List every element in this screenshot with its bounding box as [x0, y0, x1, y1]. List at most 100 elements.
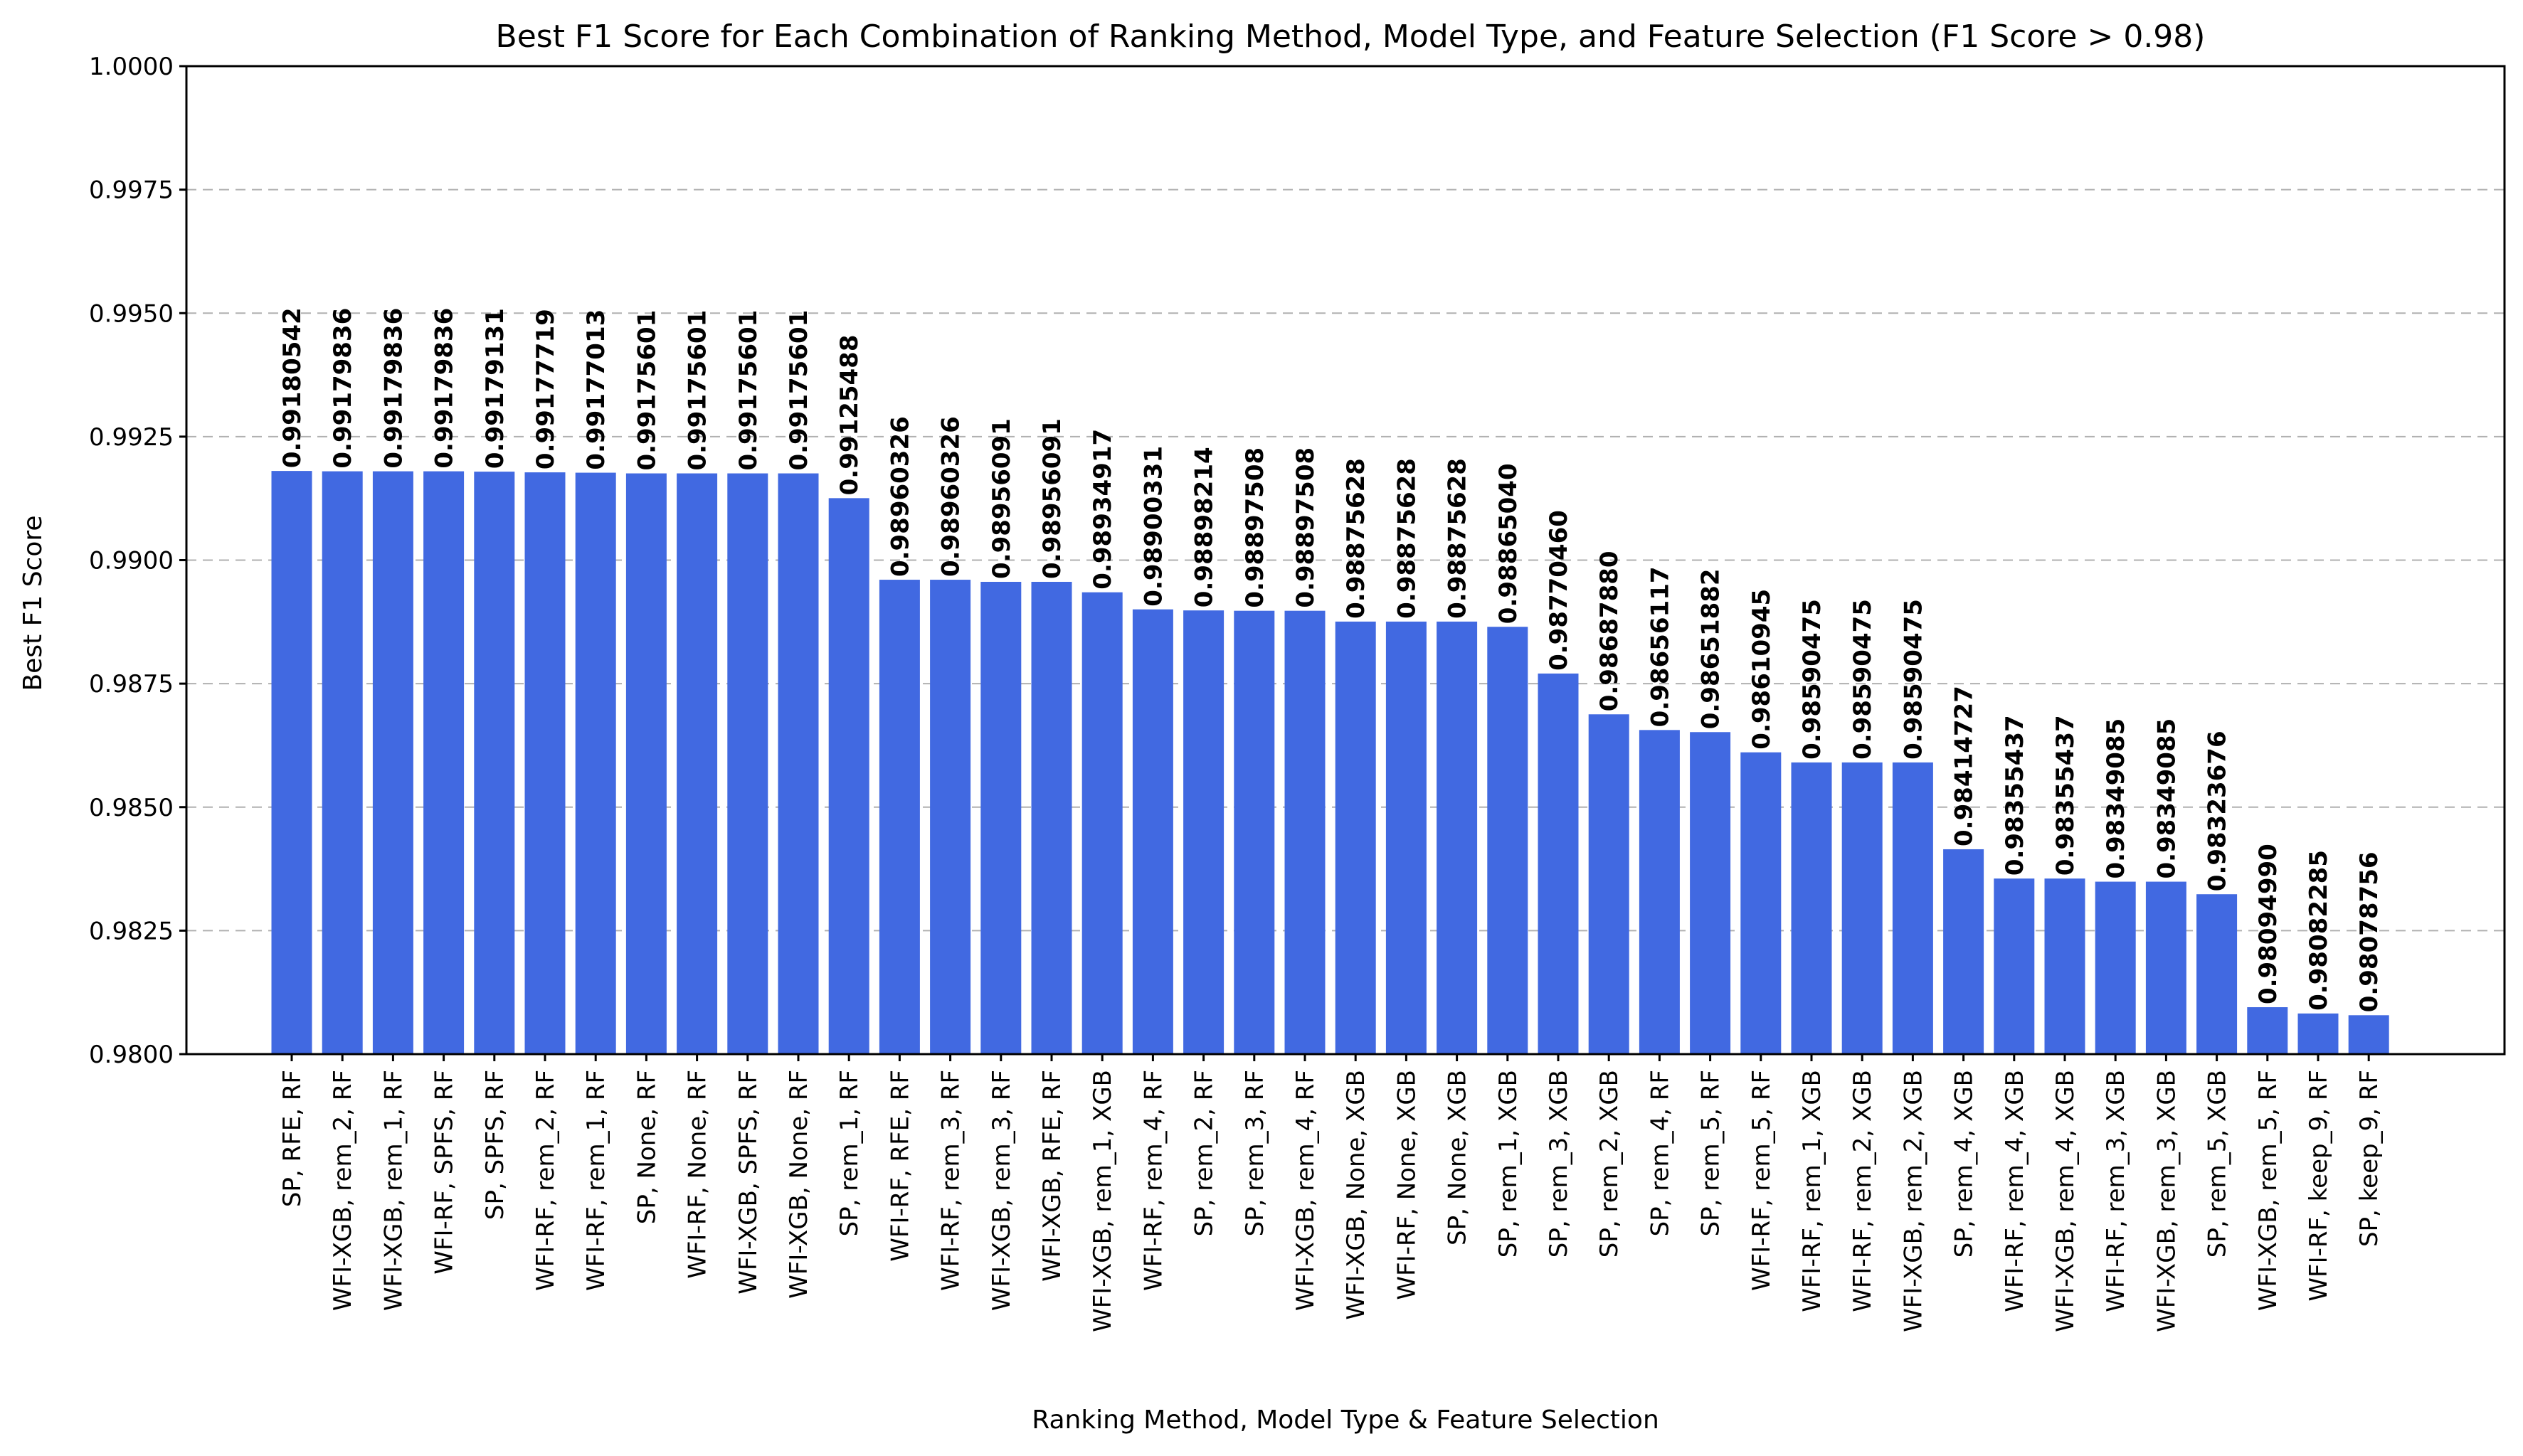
bar [2247, 1007, 2288, 1054]
x-tick-label: WFI-XGB, None, XGB [1342, 1070, 1370, 1320]
bar [1994, 878, 2035, 1054]
data-label: 0.98875628 [1444, 458, 1472, 619]
x-tick-label: SP, None, XGB [1444, 1070, 1472, 1245]
chart-title: Best F1 Score for Each Combination of Ra… [496, 18, 2206, 55]
bar [1892, 762, 1933, 1054]
bar [1183, 610, 1225, 1054]
data-label: 0.99125488 [835, 335, 864, 496]
data-label: 0.98956091 [1038, 418, 1067, 579]
data-label: 0.99177719 [531, 309, 560, 469]
x-tick-label: WFI-XGB, RFE, RF [1038, 1070, 1067, 1282]
x-tick-label: WFI-RF, RFE, RF [886, 1070, 914, 1262]
bar [474, 472, 515, 1054]
bar [1487, 627, 1528, 1054]
bar [2044, 878, 2085, 1054]
x-tick-label: WFI-RF, SPFS, RF [430, 1070, 459, 1275]
data-label: 0.98934917 [1089, 429, 1117, 590]
bar [1943, 849, 1984, 1054]
data-label: 0.98875628 [1342, 458, 1370, 619]
bar [271, 471, 312, 1054]
x-axis-label: Ranking Method, Model Type & Feature Sel… [1032, 1405, 1659, 1435]
bar [575, 472, 616, 1054]
x-tick-label: WFI-RF, rem_2, XGB [1848, 1070, 1877, 1312]
x-tick-label: SP, rem_5, XGB [2204, 1070, 2232, 1258]
data-label: 0.98355437 [2051, 715, 2080, 876]
y-tick-label: 0.9925 [89, 423, 174, 452]
data-label: 0.98656117 [1646, 566, 1674, 727]
x-tick-label: SP, rem_2, XGB [1595, 1070, 1624, 1258]
data-label: 0.98323676 [2204, 730, 2232, 891]
data-label: 0.99177013 [582, 309, 610, 470]
bar [1081, 592, 1123, 1054]
data-label: 0.98687880 [1595, 551, 1624, 711]
x-tick-label: SP, rem_3, XGB [1545, 1070, 1573, 1258]
bar [1385, 621, 1427, 1054]
x-tick-label: WFI-RF, rem_3, RF [937, 1070, 966, 1291]
bar [2297, 1013, 2339, 1054]
x-tick-label: WFI-RF, None, RF [684, 1070, 712, 1279]
bar [677, 473, 718, 1054]
data-label: 0.98590475 [1848, 599, 1877, 760]
x-tick-label: WFI-XGB, None, RF [785, 1070, 813, 1299]
data-label: 0.98355437 [2001, 715, 2029, 876]
bar [2196, 894, 2238, 1054]
y-tick-label: 0.9875 [89, 670, 174, 698]
data-label: 0.98078756 [2355, 851, 2384, 1012]
data-label: 0.98590475 [1899, 599, 1927, 760]
y-axis-label: Best F1 Score [18, 515, 48, 691]
x-tick-label: SP, SPFS, RF [481, 1070, 509, 1220]
bar [1284, 610, 1326, 1054]
bar [930, 580, 971, 1054]
x-tick-label: WFI-RF, rem_1, XGB [1798, 1070, 1826, 1312]
x-tick-label: WFI-XGB, rem_2, XGB [1899, 1070, 1927, 1332]
bar [1740, 752, 1782, 1054]
x-tick-label: SP, keep_9, RF [2355, 1070, 2384, 1247]
bar [1031, 581, 1072, 1054]
x-tick-label: SP, None, RF [633, 1070, 661, 1224]
data-label: 0.98094990 [2254, 844, 2283, 1004]
y-tick-label: 0.9900 [89, 547, 174, 575]
x-tick-label: WFI-XGB, rem_3, RF [988, 1070, 1016, 1311]
x-tick-label: SP, rem_3, RF [1241, 1070, 1269, 1236]
bar [1335, 621, 1376, 1054]
bar [2348, 1015, 2389, 1054]
x-tick-label: WFI-XGB, rem_2, RF [329, 1070, 357, 1311]
data-label: 0.98349085 [2152, 718, 2181, 879]
y-tick-label: 0.9800 [89, 1041, 174, 1069]
data-label: 0.98651882 [1697, 568, 1725, 729]
y-tick-label: 1.0000 [89, 53, 174, 81]
bar [322, 471, 363, 1054]
data-label: 0.99175601 [633, 310, 661, 471]
bar [625, 473, 667, 1054]
y-axis: 0.9800 0.9825 0.9850 0.9875 0.9900 0.9925 0.99… [89, 53, 186, 1069]
x-tick-label: WFI-RF, rem_3, XGB [2102, 1070, 2130, 1312]
data-label: 0.98770460 [1545, 510, 1573, 671]
data-label: 0.99179836 [379, 308, 408, 469]
x-tick-label: WFI-RF, rem_1, RF [582, 1070, 610, 1291]
x-tick-label: SP, rem_5, RF [1697, 1070, 1725, 1236]
bar [1132, 609, 1173, 1054]
data-label: 0.99175601 [684, 310, 712, 471]
bar [423, 471, 465, 1054]
x-tick-label: SP, rem_4, RF [1646, 1070, 1674, 1236]
bar [828, 498, 869, 1054]
bar [879, 580, 920, 1054]
bar [980, 581, 1022, 1054]
data-label: 0.98956091 [988, 418, 1016, 579]
y-tick-label: 0.9825 [89, 917, 174, 945]
data-label: 0.98082285 [2305, 850, 2333, 1011]
data-label: 0.98897508 [1241, 447, 1269, 608]
x-tick-label: SP, rem_1, XGB [1494, 1070, 1523, 1258]
x-tick-label: SP, rem_2, RF [1190, 1070, 1219, 1236]
bar [1639, 730, 1680, 1054]
data-label: 0.99179836 [430, 308, 459, 469]
data-label: 0.98897508 [1291, 447, 1320, 608]
data-label: 0.98960326 [886, 416, 914, 577]
bar [778, 473, 819, 1054]
data-labels: 0.99180542 0.99179836 0.99179836 0.99179836… [278, 307, 2384, 1012]
y-tick-label: 0.9975 [89, 176, 174, 205]
bar [1791, 762, 1832, 1054]
bar [1841, 762, 1883, 1054]
x-tick-label: WFI-XGB, rem_5, RF [2254, 1070, 2283, 1311]
data-label: 0.98610945 [1747, 589, 1776, 750]
